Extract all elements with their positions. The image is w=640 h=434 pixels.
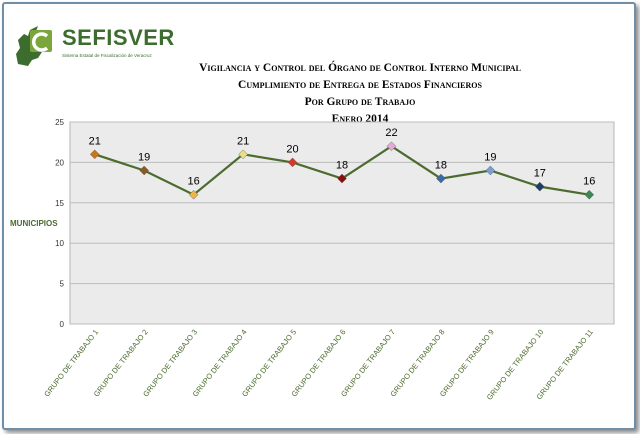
data-point-marker: [535, 181, 545, 192]
data-point-marker: [238, 149, 248, 160]
y-axis-label: MUNICIPIOS: [10, 219, 58, 228]
data-label: 21: [89, 135, 101, 147]
data-labels: 21 19 16 21 20 18 22 18 19 17 16: [89, 127, 596, 187]
data-label: 19: [484, 151, 496, 163]
y-tick-label: 15: [55, 199, 64, 208]
data-point-marker: [337, 173, 347, 184]
data-point-marker: [386, 141, 397, 152]
x-tick-label: GRUPO DE TRABAJO 7: [339, 328, 397, 399]
data-point-marker: [188, 189, 199, 200]
chart-title-line-2: Cumplimiento de Entrega de Estados Finan…: [238, 79, 482, 91]
x-tick-label: GRUPO DE TRABAJO 1: [42, 328, 100, 399]
data-label: 16: [583, 176, 595, 188]
data-label: 22: [385, 127, 397, 139]
x-tick-label: GRUPO DE TRABAJO 11: [535, 328, 595, 402]
data-point-marker: [436, 173, 446, 184]
sefisver-logo: SEFISVER Sistema Estatal de Fiscalizació…: [14, 24, 194, 68]
y-tick-label: 20: [55, 158, 64, 167]
plot-area: [69, 121, 615, 325]
x-tick-label: GRUPO DE TRABAJO 4: [191, 328, 249, 399]
data-label: 18: [435, 160, 447, 172]
chart-title-line-3: Por Grupo de Trabajo: [304, 96, 416, 108]
data-point-marker: [485, 165, 496, 176]
x-tick-label: GRUPO DE TRABAJO 5: [240, 328, 298, 399]
x-tick-label: GRUPO DE TRABAJO 2: [92, 328, 150, 399]
data-label: 19: [138, 151, 150, 163]
x-tick-label: GRUPO DE TRABAJO 10: [485, 328, 546, 402]
logo-emblem-icon: [16, 26, 52, 66]
data-point-marker: [139, 165, 149, 176]
y-tick-label: 10: [55, 239, 64, 248]
data-point-marker: [287, 157, 298, 168]
y-tick-label: 25: [55, 118, 64, 127]
logo-name: SEFISVER: [62, 25, 175, 50]
data-label: 20: [286, 143, 298, 155]
data-label: 17: [534, 168, 546, 180]
data-label: 21: [237, 135, 249, 147]
y-tick-label: 5: [60, 280, 65, 289]
y-tick-label: 0: [60, 320, 65, 329]
logo-subtitle: Sistema Estatal de Fiscalización de Vera…: [62, 53, 152, 58]
x-tick-label: GRUPO DE TRABAJO 3: [141, 328, 199, 399]
series-markers: [89, 141, 595, 200]
chart-title-block: Vigilancia y Control del Órgano de Contr…: [150, 60, 570, 128]
data-label: 16: [188, 176, 200, 188]
gridlines: [70, 121, 614, 325]
y-axis-ticks: 0 5 10 15 20 25: [55, 118, 64, 329]
x-tick-label: GRUPO DE TRABAJO 9: [438, 328, 496, 399]
x-tick-label: GRUPO DE TRABAJO 8: [388, 328, 446, 399]
data-point-marker: [584, 189, 595, 200]
x-tick-label: GRUPO DE TRABAJO 6: [290, 328, 348, 399]
data-point-marker: [89, 149, 100, 160]
chart-title-line-1: Vigilancia y Control del Órgano de Contr…: [199, 62, 521, 74]
data-label: 18: [336, 160, 348, 172]
